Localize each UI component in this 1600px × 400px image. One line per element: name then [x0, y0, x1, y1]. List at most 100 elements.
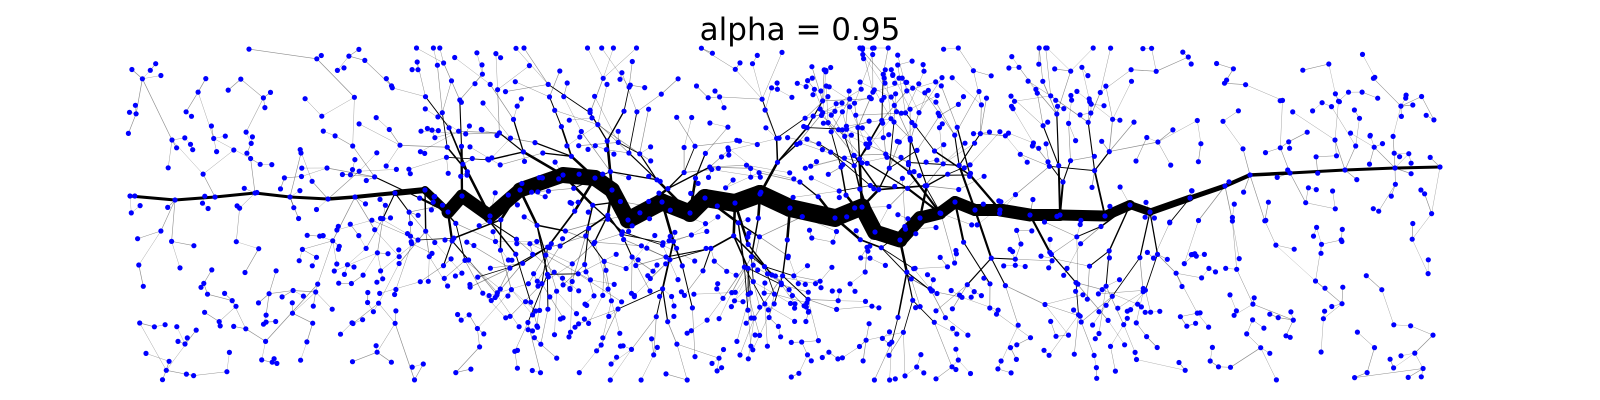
- network-edge: [374, 229, 400, 257]
- network-edge: [1175, 272, 1198, 314]
- network-node: [771, 291, 778, 297]
- network-node: [715, 281, 721, 287]
- network-edge: [408, 211, 436, 243]
- network-node: [165, 165, 171, 171]
- network-node: [299, 246, 305, 252]
- network-node: [608, 298, 615, 304]
- network-edge: [640, 354, 654, 381]
- network-edge: [827, 122, 855, 156]
- network-edge: [554, 291, 557, 335]
- network-node: [406, 166, 412, 172]
- network-node: [463, 131, 469, 137]
- network-edge: [1117, 291, 1144, 309]
- network-edge: [869, 184, 909, 190]
- network-edge: [625, 235, 655, 269]
- network-node: [613, 251, 619, 257]
- network-node: [835, 298, 841, 304]
- network-node: [961, 165, 967, 171]
- network-edge: [1236, 269, 1254, 305]
- network-edge: [1046, 47, 1071, 72]
- network-node: [1106, 255, 1112, 261]
- network-node: [1075, 312, 1082, 318]
- network-node: [356, 233, 362, 239]
- network-node: [939, 121, 945, 127]
- network-node: [1087, 99, 1093, 105]
- network-node: [863, 337, 869, 343]
- network-edge: [1315, 155, 1337, 158]
- network-edge: [546, 273, 549, 310]
- network-edge: [531, 177, 540, 193]
- network-node: [881, 75, 887, 81]
- network-edge: [1119, 186, 1131, 206]
- network-edge: [268, 290, 294, 294]
- network-node: [569, 278, 575, 285]
- network-node: [521, 214, 527, 220]
- network-node: [779, 49, 785, 56]
- network-node: [855, 124, 861, 131]
- network-node: [1074, 88, 1080, 94]
- network-node: [534, 222, 540, 228]
- network-node: [679, 263, 685, 269]
- network-node: [362, 57, 368, 64]
- network-node: [1154, 344, 1160, 351]
- network-node: [487, 213, 493, 219]
- network-node: [785, 255, 791, 261]
- network-edge: [203, 269, 213, 284]
- network-node: [1157, 308, 1163, 314]
- network-node: [987, 281, 993, 287]
- network-node: [534, 323, 540, 329]
- network-node: [654, 262, 660, 268]
- network-edge: [326, 195, 357, 201]
- network-node: [546, 94, 553, 100]
- network-node: [1333, 153, 1340, 159]
- network-node: [324, 165, 330, 171]
- network-node: [809, 64, 815, 70]
- network-node: [976, 88, 982, 95]
- network-node: [582, 261, 588, 268]
- network-node: [656, 190, 662, 196]
- network-node: [422, 106, 428, 112]
- network-node: [439, 110, 445, 116]
- network-node: [1027, 335, 1034, 341]
- network-edge: [918, 174, 971, 177]
- network-node: [764, 343, 771, 349]
- network-node: [572, 208, 578, 214]
- network-edge: [236, 207, 240, 242]
- network-node: [356, 46, 362, 53]
- network-edge: [906, 187, 942, 215]
- network-edge: [433, 47, 438, 66]
- network-node: [1043, 141, 1049, 147]
- network-node: [1036, 45, 1042, 51]
- network-edge: [577, 273, 622, 303]
- network-node: [310, 303, 316, 309]
- network-node: [1014, 342, 1020, 348]
- network-node: [1181, 261, 1187, 267]
- network-edge: [547, 83, 591, 114]
- network-node: [1153, 68, 1159, 74]
- network-edge: [610, 349, 632, 381]
- network-edge: [354, 196, 376, 231]
- network-node: [487, 81, 493, 87]
- network-node: [633, 262, 639, 269]
- network-edge: [909, 95, 938, 110]
- network-edge: [918, 184, 928, 220]
- network-node: [1375, 95, 1381, 101]
- network-edge: [691, 319, 708, 331]
- network-edge: [931, 290, 946, 319]
- network-node: [1243, 82, 1249, 88]
- network-node: [766, 314, 772, 321]
- network-node: [373, 343, 379, 349]
- network-node: [1410, 102, 1416, 108]
- network-node: [1027, 212, 1033, 218]
- network-edge: [388, 129, 401, 146]
- network-edge: [924, 185, 960, 190]
- network-node: [174, 145, 180, 151]
- network-edge: [836, 305, 873, 310]
- network-edge: [636, 93, 662, 113]
- network-node: [534, 278, 540, 284]
- network-edge: [359, 152, 377, 172]
- network-node: [1047, 236, 1053, 242]
- network-edge: [667, 166, 711, 190]
- network-node: [667, 257, 673, 263]
- network-edge: [710, 234, 735, 250]
